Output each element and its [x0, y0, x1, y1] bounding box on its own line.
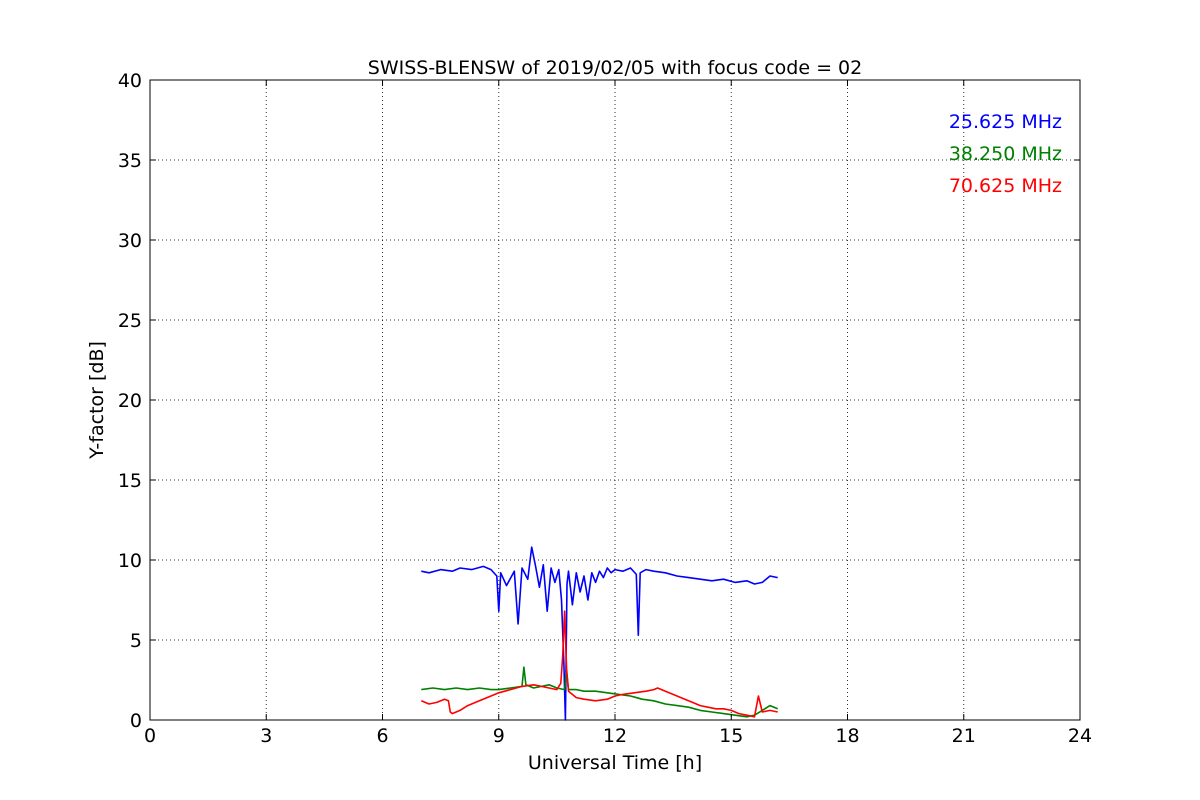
y-tick-label: 30	[118, 230, 142, 252]
y-tick-label: 35	[118, 150, 142, 172]
tick-layer: 0 3 6 9 12 15 18 21 24 0 5 10 15 20 25 30 35 40	[118, 70, 1092, 747]
grid	[150, 80, 1080, 720]
legend-entry: 38.250 MHz	[949, 143, 1062, 165]
x-axis-label: Universal Time [h]	[528, 752, 702, 774]
x-tick-label: 9	[493, 725, 505, 747]
x-tick-label: 12	[603, 725, 627, 747]
legend: 25.625 MHz 38.250 MHz 70.625 MHz	[949, 111, 1062, 197]
y-tick-label: 0	[130, 710, 142, 732]
series-line-25-625-mhz	[421, 546, 778, 721]
x-tick-label: 18	[835, 725, 859, 747]
series-line-70-625-mhz	[420, 610, 778, 718]
y-axis-label: Y-factor [dB]	[86, 341, 108, 460]
y-tick-label: 40	[118, 70, 142, 92]
y-tick-label: 20	[118, 390, 142, 412]
x-tick-label: 6	[376, 725, 388, 747]
x-tick-label: 3	[260, 725, 272, 747]
x-tick-label: 21	[952, 725, 976, 747]
y-tick-label: 25	[118, 310, 142, 332]
y-tick-label: 15	[118, 470, 142, 492]
x-tick-label: 24	[1068, 725, 1092, 747]
chart-title: SWISS-BLENSW of 2019/02/05 with focus co…	[368, 57, 862, 79]
y-tick-label: 10	[118, 550, 142, 572]
x-tick-label: 15	[719, 725, 743, 747]
x-tick-label: 0	[144, 725, 156, 747]
series-layer	[420, 546, 779, 721]
series-line-38-250-mhz	[421, 666, 779, 718]
y-tick-label: 5	[130, 630, 142, 652]
legend-entry: 25.625 MHz	[949, 111, 1062, 133]
legend-entry: 70.625 MHz	[949, 175, 1062, 197]
